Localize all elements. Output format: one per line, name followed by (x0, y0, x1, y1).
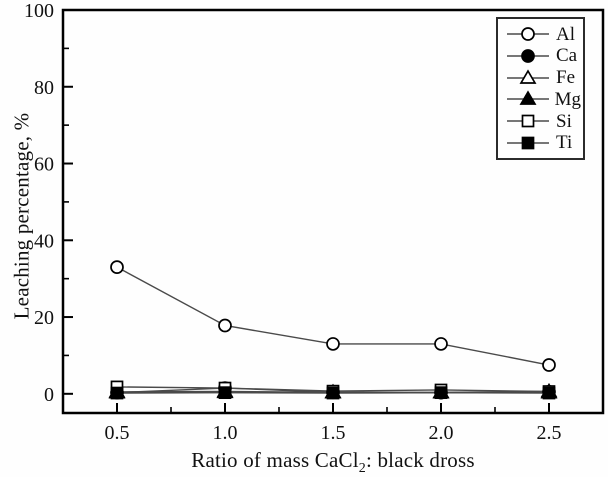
series-marker-Ti (218, 386, 232, 400)
series-marker-Ti (434, 386, 448, 400)
legend-label-Al: Al (556, 23, 575, 45)
y-tick-label: 0 (44, 384, 54, 406)
plot-frame (61, 8, 605, 415)
circle-open-icon (507, 27, 549, 42)
x-axis-title-pre: Ratio of mass CaCl (191, 448, 359, 472)
legend-marker-Fe (519, 68, 537, 84)
y-tick-label: 100 (24, 0, 54, 22)
x-tick-label: 0.5 (105, 422, 130, 444)
legend-label-Si: Si (556, 110, 572, 132)
x-tick-label: 1.0 (213, 422, 238, 444)
legend-marker-Ca (521, 49, 535, 63)
y-tick-label: 20 (34, 307, 54, 329)
y-tick-label: 80 (34, 77, 54, 99)
x-axis-title-subscript: 2 (358, 461, 366, 477)
series-marker-Al (434, 337, 448, 351)
series-marker-Al (110, 260, 124, 275)
legend-label-Fe: Fe (556, 67, 575, 89)
triangle-filled-icon (507, 90, 549, 106)
legend-marker-Si (521, 114, 535, 128)
y-tick-label: 60 (34, 154, 54, 176)
y-tick-label: 40 (34, 230, 54, 252)
series-marker-Ti (110, 386, 124, 400)
legend-label-Ti: Ti (556, 132, 573, 154)
series-marker-Ti (326, 386, 340, 400)
legend-entry-Ca: Ca (505, 46, 581, 65)
x-tick-label: 1.5 (321, 422, 346, 444)
circle-filled-icon (507, 49, 549, 63)
series-marker-Ti (542, 386, 556, 400)
legend-marker-Ti (521, 136, 535, 150)
legend-entry-Al: Al (505, 25, 581, 44)
legend-marker-Al (521, 27, 535, 42)
legend-entry-Mg: Mg (505, 90, 581, 109)
series-marker-Al (218, 318, 232, 333)
legend-entry-Ti: Ti (505, 133, 581, 152)
legend-label-Ca: Ca (556, 45, 578, 67)
x-tick-label: 2.5 (537, 422, 562, 444)
x-axis-title: Ratio of mass CaCl2: black dross (63, 448, 603, 477)
square-open-icon (507, 114, 549, 128)
legend: Al Ca Fe Mg Si Ti (496, 17, 585, 160)
square-filled-icon (507, 136, 549, 150)
legend-marker-Mg (519, 90, 537, 106)
triangle-open-icon (507, 68, 549, 84)
x-axis-title-post: : black dross (365, 448, 475, 472)
legend-entry-Fe: Fe (505, 68, 581, 87)
series-marker-Al (542, 358, 556, 372)
x-tick-label: 2.0 (429, 422, 454, 444)
legend-label-Mg: Mg (554, 88, 581, 110)
legend-entry-Si: Si (505, 112, 581, 131)
series-marker-Al (326, 337, 340, 351)
